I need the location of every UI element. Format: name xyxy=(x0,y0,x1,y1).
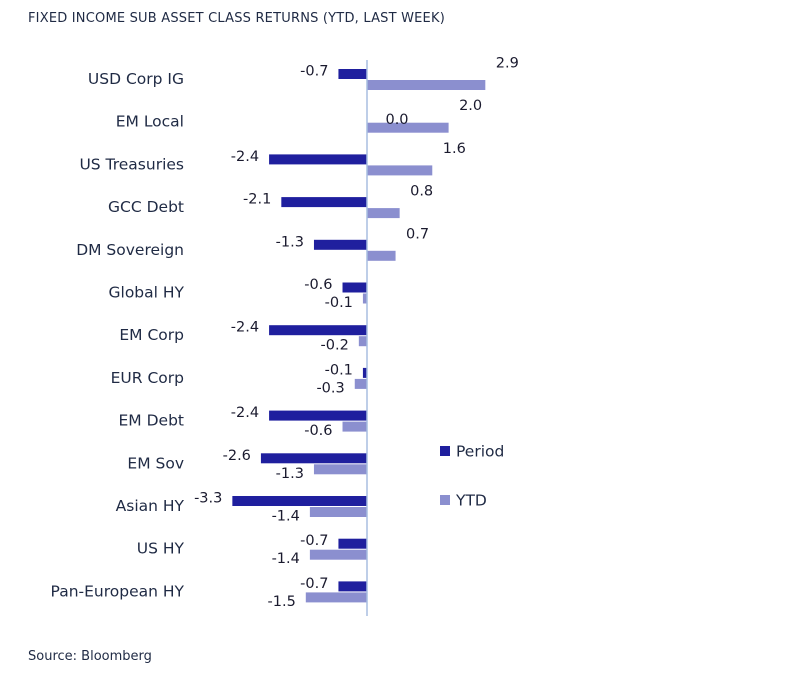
data-label-ytd: -1.4 xyxy=(272,551,300,567)
data-label-period: 0.0 xyxy=(385,112,408,128)
bar-period xyxy=(362,367,367,378)
category-label: EM Sov xyxy=(127,454,184,472)
category-label: EM Debt xyxy=(119,412,184,430)
bar-ytd xyxy=(342,421,367,432)
data-label-ytd: -0.6 xyxy=(304,423,332,439)
category-label: EM Corp xyxy=(119,326,184,344)
bar-ytd xyxy=(367,208,400,219)
data-label-period: -1.3 xyxy=(276,234,304,250)
category-label: EUR Corp xyxy=(111,369,184,387)
data-label-ytd: -0.2 xyxy=(321,338,349,354)
data-label-ytd: 2.0 xyxy=(459,98,482,114)
category-label: US HY xyxy=(137,540,185,558)
legend-swatch-period xyxy=(440,446,450,456)
legend-swatch-ytd xyxy=(440,495,450,505)
bar-period xyxy=(338,581,367,592)
data-label-ytd: 2.9 xyxy=(496,56,519,72)
data-label-period: -2.6 xyxy=(223,448,251,464)
data-label-ytd: 1.6 xyxy=(443,141,466,157)
data-label-period: -2.4 xyxy=(231,405,259,421)
data-label-period: -0.7 xyxy=(300,64,328,80)
data-label-period: -2.4 xyxy=(231,320,259,336)
data-label-ytd: -1.3 xyxy=(276,466,304,482)
data-label-ytd: -1.5 xyxy=(268,594,296,610)
data-label-ytd: -1.4 xyxy=(272,509,300,525)
chart-title: FIXED INCOME SUB ASSET CLASS RETURNS (YT… xyxy=(28,11,445,26)
bar-ytd xyxy=(367,250,396,261)
data-label-period: -3.3 xyxy=(194,491,222,507)
bar-period xyxy=(232,496,367,506)
category-label: US Treasuries xyxy=(79,155,184,173)
data-label-ytd: -0.1 xyxy=(325,295,353,311)
data-label-period: -0.6 xyxy=(304,277,332,293)
bar-period xyxy=(338,538,367,549)
category-label: Pan-European HY xyxy=(51,582,185,600)
bar-ytd xyxy=(309,507,367,517)
bar-period xyxy=(281,197,367,208)
category-label: Global HY xyxy=(109,284,185,302)
bar-ytd xyxy=(358,336,367,347)
bar-period xyxy=(313,239,367,250)
data-label-period: -0.7 xyxy=(300,576,328,592)
legend: Period YTD xyxy=(440,443,504,510)
bar-ytd xyxy=(367,165,433,176)
bars-layer xyxy=(232,69,486,603)
bar-period xyxy=(269,325,367,336)
bar-ytd xyxy=(305,592,367,603)
data-label-period: -0.1 xyxy=(325,362,353,378)
data-label-ytd: 0.8 xyxy=(410,184,433,200)
data-label-period: -0.7 xyxy=(300,533,328,549)
bar-period xyxy=(269,154,367,165)
bar-period xyxy=(342,282,367,293)
bar-ytd xyxy=(362,293,367,304)
category-label: USD Corp IG xyxy=(88,70,184,88)
category-label: EM Local xyxy=(116,113,184,131)
labels-layer: USD Corp IG -0.7 2.9 EM Local 0.0 2.0 US Treas… xyxy=(51,56,519,610)
data-label-period: -2.1 xyxy=(243,192,271,208)
source-note: Source: Bloomberg xyxy=(28,649,152,664)
bar-period xyxy=(260,453,367,464)
bar-period xyxy=(338,69,367,79)
category-label: Asian HY xyxy=(116,497,185,515)
category-label: GCC Debt xyxy=(108,198,184,216)
category-label: DM Sovereign xyxy=(76,241,184,259)
data-label-ytd: 0.7 xyxy=(406,226,429,242)
bar-ytd xyxy=(313,464,367,475)
legend-label-period: Period xyxy=(456,443,504,461)
bar-ytd xyxy=(367,122,449,133)
data-label-ytd: -0.3 xyxy=(316,380,344,396)
bar-ytd xyxy=(309,549,367,560)
bar-ytd xyxy=(354,378,367,389)
legend-label-ytd: YTD xyxy=(455,492,487,510)
bar-period xyxy=(269,410,367,421)
bar-ytd xyxy=(367,80,486,90)
data-label-period: -2.4 xyxy=(231,149,259,165)
